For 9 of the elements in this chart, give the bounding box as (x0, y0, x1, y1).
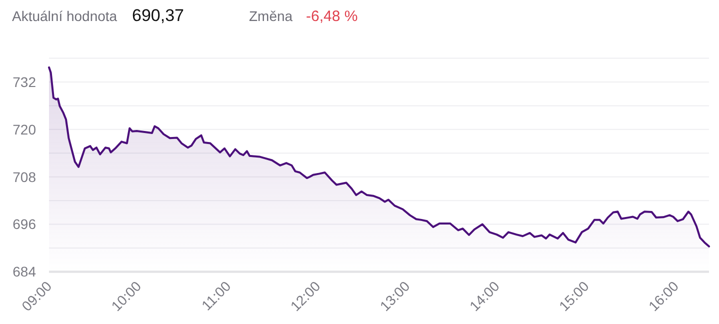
y-tick-label: 708 (12, 168, 36, 185)
y-tick-label: 720 (12, 121, 36, 138)
text: Aktuální hodnota (12, 8, 118, 24)
y-tick-label: 684 (12, 264, 36, 280)
text: -6,48 % (306, 8, 358, 25)
text: 690,37 (132, 6, 184, 25)
y-tick-label: 696 (12, 216, 36, 232)
text: Změna (249, 8, 293, 24)
y-tick-label: 732 (12, 74, 36, 90)
